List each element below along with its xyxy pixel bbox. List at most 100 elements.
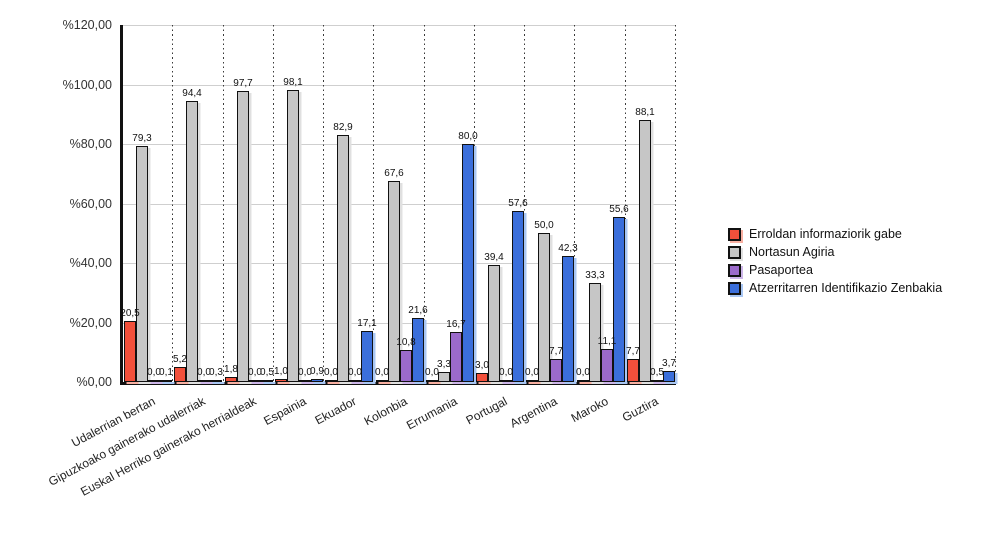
bar-value-label: 1,8	[224, 364, 238, 375]
bar-value-label: 16,7	[446, 319, 466, 330]
bar	[488, 265, 500, 382]
bar	[651, 380, 663, 382]
bar-value-label: 3,0	[475, 360, 489, 371]
bar	[337, 135, 349, 382]
bar	[550, 359, 562, 382]
bar	[148, 380, 160, 382]
legend-swatch-icon	[728, 227, 741, 241]
x-tick-label: Guztira	[619, 394, 661, 425]
bar-value-label: 94,4	[182, 88, 202, 99]
legend-label: Erroldan informaziorik gabe	[749, 227, 902, 241]
gridline	[123, 25, 676, 26]
y-tick-label: %40,00	[69, 256, 112, 270]
legend-label: Pasaportea	[749, 263, 813, 277]
bar	[210, 380, 222, 382]
bar-value-label: 39,4	[484, 252, 504, 263]
legend-label: Atzerritarren Identifikazio Zenbakia	[749, 281, 943, 295]
legend-item: Pasaportea	[728, 263, 942, 277]
plot-area: 20,5 79,3 0,0 0,1 5,2 94,4 0,0 0,3 1,8 97,7 0,0 0,5…	[120, 25, 676, 385]
y-tick-label: %0,00	[76, 375, 112, 389]
bar	[349, 380, 361, 382]
x-tick-label: Maroko	[568, 394, 611, 426]
gridline	[123, 144, 676, 145]
bar	[275, 379, 287, 382]
bar	[438, 372, 450, 382]
y-tick-label: %120,00	[62, 18, 112, 32]
bar-value-label: 97,7	[233, 78, 253, 89]
bar-value-label: 17,1	[357, 318, 377, 329]
y-tick-label: %20,00	[69, 315, 112, 330]
x-tick-label: Kolonbia	[361, 394, 410, 429]
bar-value-label: 0,0	[248, 367, 262, 378]
bar-value-label: 0,0	[499, 367, 513, 378]
bar	[376, 380, 388, 382]
bar	[400, 350, 412, 382]
bar-value-label: 0,0	[324, 367, 338, 378]
bar-value-label: 0,9	[310, 366, 324, 377]
legend-swatch-icon	[728, 263, 741, 277]
bar	[613, 217, 625, 382]
bar-value-label: 20,5	[120, 308, 140, 319]
gridline	[123, 84, 676, 86]
x-tick-label: Ekuador	[312, 394, 359, 428]
bar-value-label: 0,0	[147, 367, 161, 378]
legend-swatch-icon	[728, 245, 741, 259]
bar	[526, 380, 538, 382]
category-separator	[323, 25, 324, 382]
bar	[249, 380, 261, 382]
y-tick-label: %100,00	[62, 77, 112, 92]
bar	[601, 349, 613, 382]
category-separator	[273, 25, 274, 382]
bar-value-label: 11,1	[597, 336, 617, 347]
category-separator	[625, 25, 626, 382]
bar-value-label: 55,6	[609, 204, 629, 215]
bar-value-label: 0,0	[576, 367, 590, 378]
category-separator	[223, 25, 224, 382]
x-tick-label: Espainia	[261, 394, 309, 428]
bar-value-label: 3,3	[437, 359, 451, 370]
bar-value-label: 0,0	[298, 367, 312, 378]
bar	[124, 321, 136, 382]
bar-value-label: 0,5	[650, 367, 664, 378]
bar	[361, 331, 373, 382]
bar-value-label: 0,0	[425, 367, 439, 378]
y-tick-label: %60,00	[69, 196, 112, 211]
bar-value-label: 42,3	[558, 243, 578, 254]
bar	[426, 380, 438, 382]
category-separator	[524, 25, 525, 382]
bar-value-label: 79,3	[132, 133, 152, 144]
x-tick-label: Errumania	[403, 394, 460, 433]
bar	[663, 371, 675, 382]
bar	[476, 373, 488, 382]
bar-value-label: 33,3	[585, 270, 605, 281]
category-separator	[574, 25, 575, 382]
bar	[225, 377, 237, 382]
bar	[287, 90, 299, 382]
bar-value-label: 0,0	[348, 367, 362, 378]
bar-value-label: 0,3	[209, 367, 223, 378]
legend-item: Nortasun Agiria	[728, 245, 942, 259]
legend-item: Erroldan informaziorik gabe	[728, 227, 942, 241]
bar-value-label: 0,1	[159, 367, 173, 378]
bar	[627, 359, 639, 382]
bar-value-label: 82,9	[333, 122, 353, 133]
bar-value-label: 21,6	[408, 305, 428, 316]
bar	[639, 120, 651, 382]
x-tick-label: Argentina	[507, 394, 560, 431]
bar	[299, 380, 311, 382]
category-separator	[172, 25, 173, 382]
bar-value-label: 98,1	[283, 77, 303, 88]
category-separator	[373, 25, 374, 382]
bar	[589, 283, 601, 382]
bar	[450, 332, 462, 382]
bar-value-label: 0,0	[375, 367, 389, 378]
bar	[577, 380, 589, 382]
bar-value-label: 7,7	[549, 346, 563, 357]
bar	[388, 181, 400, 382]
bar-value-label: 57,6	[508, 198, 528, 209]
bar	[500, 380, 512, 382]
legend: Erroldan informaziorik gabe Nortasun Agir…	[728, 227, 942, 299]
legend-label: Nortasun Agiria	[749, 245, 835, 259]
legend-swatch-icon	[728, 281, 741, 295]
